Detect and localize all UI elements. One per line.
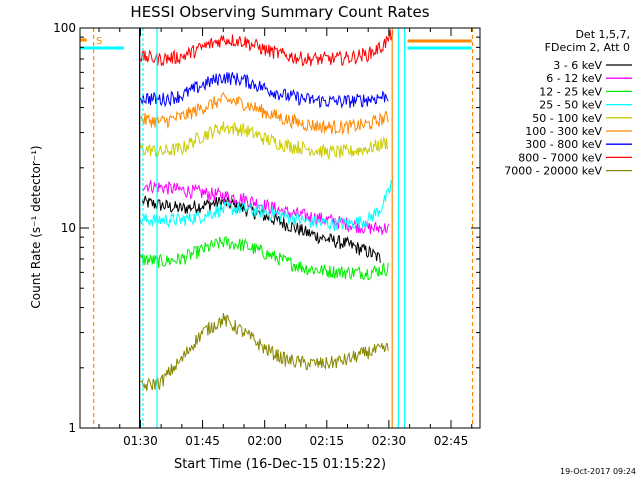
x-axis-label: Start Time (16-Dec-15 01:15:22) xyxy=(174,457,386,472)
legend-label-3-6-kev: 3 - 6 keV xyxy=(553,59,602,72)
legend-label-800-7000-kev: 800 - 7000 keV xyxy=(518,151,602,164)
x-axis-ticks: 01:30 01:45 02:00 02:15 02:30 02:45 xyxy=(98,28,473,448)
series-line-12-25-kev xyxy=(140,236,389,281)
x-tick-label-1: 01:30 xyxy=(123,434,158,448)
x-tick-label-4: 02:15 xyxy=(309,434,344,448)
footer-timestamp: 19-Oct-2017 09:24 xyxy=(560,467,636,476)
x-tick-label-2: 01:45 xyxy=(185,434,220,448)
y-tick-label-100: 100 xyxy=(53,21,76,35)
series-line-100-300-kev xyxy=(140,91,389,136)
x-tick-label-6: 02:45 xyxy=(434,434,469,448)
x-tick-label-3: 02:00 xyxy=(247,434,282,448)
legend-header-line-2: FDecim 2, Att 0 xyxy=(545,41,630,54)
legend-label-12-25-kev: 12 - 25 keV xyxy=(539,85,602,98)
flag-label: S xyxy=(96,36,102,47)
series-traces xyxy=(140,29,394,392)
legend-header-line-1: Det 1,5,7, xyxy=(575,28,630,41)
series-line-50-100-kev xyxy=(140,121,389,161)
y-axis-ticks: 1 10 100 xyxy=(53,21,480,435)
legend-label-300-800-kev: 300 - 800 keV xyxy=(525,138,602,151)
legend-label-100-300-kev: 100 - 300 keV xyxy=(525,125,602,138)
series-line-800-7000-kev xyxy=(140,29,394,67)
chart-title: HESSI Observing Summary Count Rates xyxy=(130,3,429,21)
legend-label-7000-20000-kev: 7000 - 20000 keV xyxy=(504,165,602,178)
legend-label-6-12-kev: 6 - 12 keV xyxy=(546,72,602,85)
legend-label-50-100-kev: 50 - 100 keV xyxy=(532,112,602,125)
y-tick-label-1: 1 xyxy=(68,421,76,435)
observation-edge-lines xyxy=(80,28,474,428)
y-tick-label-10: 10 xyxy=(61,221,76,235)
x-tick-label-5: 02:30 xyxy=(372,434,407,448)
series-line-6-12-kev xyxy=(142,180,389,235)
y-axis-label: Count Rate (s⁻¹ detector⁻¹) xyxy=(29,145,43,308)
series-line-25-50-kev xyxy=(140,177,394,232)
series-line-300-800-kev xyxy=(140,72,389,109)
legend-label-25-50-kev: 25 - 50 keV xyxy=(539,99,602,112)
series-line-7000-20000-kev xyxy=(140,312,389,392)
